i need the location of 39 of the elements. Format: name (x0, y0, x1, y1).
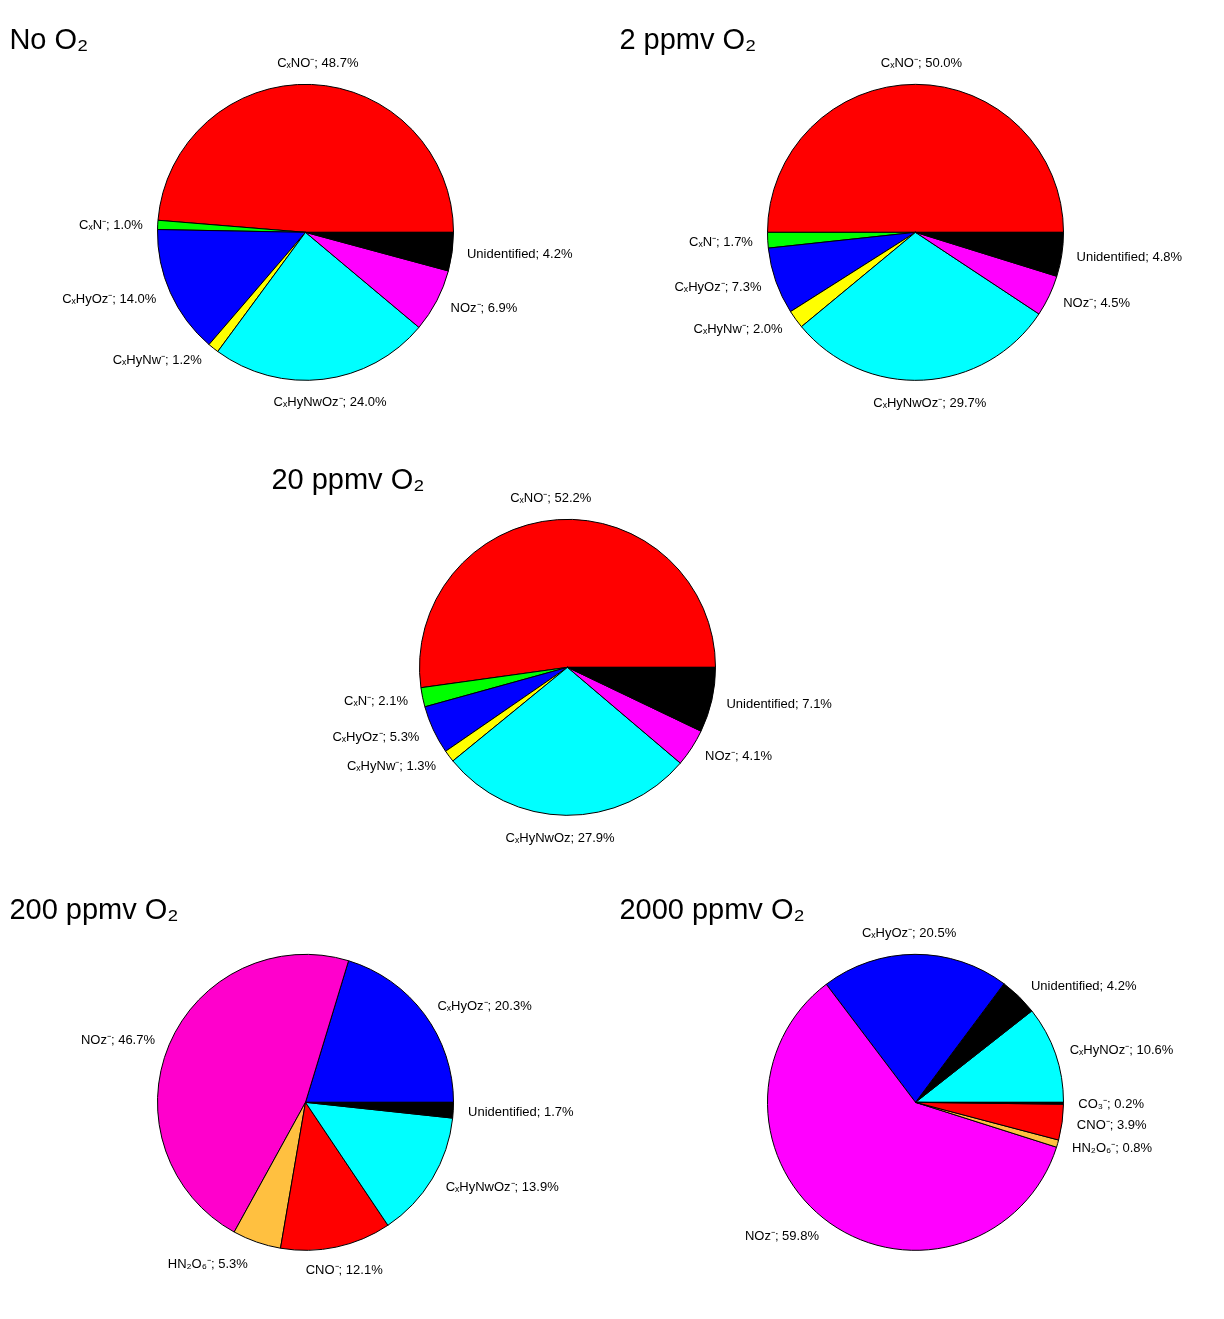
slice-label: HN₂O₆⁻; 5.3% (167, 1256, 249, 1272)
slice-label: NOz⁻; 6.9% (450, 300, 518, 316)
slice-label: CₓHyNw⁻; 2.0% (693, 320, 784, 336)
chart-title: 20 ppmv O₂ (271, 462, 425, 495)
slice-label: CₓHyNwOz; 27.9% (505, 830, 616, 846)
slice-label: CₓHyNwOz⁻; 24.0% (273, 393, 388, 409)
slice-label: CₓNO⁻; 50.0% (880, 54, 963, 70)
slice-label: CₓNO⁻; 52.2% (510, 489, 592, 505)
slice-label: CₓHyNOz⁻; 10.6% (1069, 1041, 1174, 1057)
chart-title: No O₂ (9, 22, 89, 55)
slice-label: Unidentified; 4.8% (1076, 249, 1183, 265)
chart-title: 200 ppmv O₂ (9, 892, 179, 925)
slice-label: CₓHyOz⁻; 20.5% (861, 924, 957, 940)
slice-label: CNO⁻; 3.9% (1076, 1116, 1148, 1132)
slice-label: CₓHyNw⁻; 1.3% (346, 757, 437, 773)
slice-label: CₓN⁻; 2.1% (344, 692, 409, 708)
slice-label: Unidentified; 1.7% (468, 1103, 575, 1119)
slice-label: CₓHyNw⁻; 1.2% (112, 352, 203, 368)
slice-label: CₓHyNwOz⁻; 13.9% (445, 1179, 560, 1195)
chart-title: 2 ppmv O₂ (619, 22, 757, 55)
slice-label: CₓHyOz⁻; 7.3% (674, 278, 762, 294)
slice-label: CₓNO⁻; 48.7% (277, 54, 359, 70)
slice-label: CNO⁻; 12.1% (305, 1261, 384, 1277)
slice-label: CO₃⁻; 0.2% (1078, 1095, 1145, 1111)
slice-label: HN₂O₆⁻; 0.8% (1072, 1140, 1153, 1156)
slice-label: CₓN⁻; 1.0% (79, 216, 144, 232)
slice-label: NOz⁻; 59.8% (744, 1227, 820, 1243)
slice-label: CₓHyOz⁻; 5.3% (332, 728, 420, 744)
slice-label: CₓHyOz⁻; 14.0% (62, 291, 157, 307)
chart-title: 2000 ppmv O₂ (619, 892, 805, 925)
slice-label: Unidentified; 7.1% (726, 695, 833, 711)
slice-label: NOz⁻; 46.7% (80, 1031, 156, 1047)
slice-label: Unidentified; 4.2% (466, 246, 573, 262)
slice-label: Unidentified; 4.2% (1030, 978, 1137, 994)
slice-label: CₓHyOz⁻; 20.3% (437, 997, 533, 1013)
slice-label: CₓN⁻; 1.7% (689, 233, 754, 249)
slice-label: NOz⁻; 4.1% (705, 748, 773, 764)
slice-label: NOz⁻; 4.5% (1063, 294, 1131, 310)
slice-label: CₓHyNwOz⁻; 29.7% (873, 394, 987, 410)
